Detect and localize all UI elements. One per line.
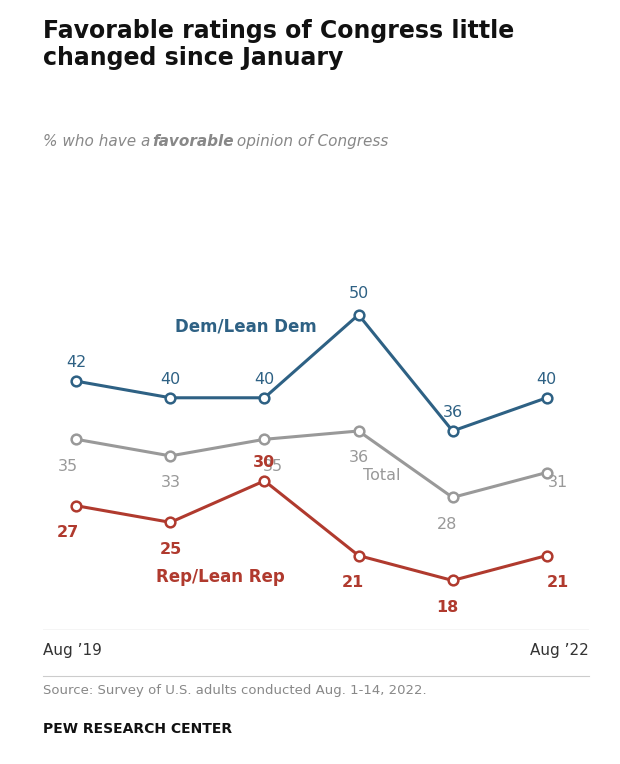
Text: Dem/Lean Dem: Dem/Lean Dem bbox=[175, 318, 317, 335]
Text: Rep/Lean Rep: Rep/Lean Rep bbox=[156, 568, 285, 586]
Text: % who have a: % who have a bbox=[43, 134, 156, 149]
Text: opinion of Congress: opinion of Congress bbox=[232, 134, 389, 149]
Text: favorable: favorable bbox=[152, 134, 234, 149]
Text: 40: 40 bbox=[160, 371, 180, 387]
Text: 31: 31 bbox=[547, 475, 568, 490]
Text: PEW RESEARCH CENTER: PEW RESEARCH CENTER bbox=[43, 722, 232, 736]
Text: 40: 40 bbox=[536, 371, 557, 387]
Text: 35: 35 bbox=[263, 458, 283, 474]
Text: 35: 35 bbox=[58, 458, 78, 474]
Text: 36: 36 bbox=[348, 451, 369, 465]
Text: 21: 21 bbox=[547, 575, 569, 590]
Text: Source: Survey of U.S. adults conducted Aug. 1-14, 2022.: Source: Survey of U.S. adults conducted … bbox=[43, 684, 427, 697]
Text: 33: 33 bbox=[161, 475, 180, 490]
Text: 28: 28 bbox=[437, 517, 457, 532]
Text: 50: 50 bbox=[348, 286, 369, 301]
Text: 18: 18 bbox=[436, 600, 458, 615]
Text: 40: 40 bbox=[254, 371, 275, 387]
Text: 30: 30 bbox=[254, 455, 275, 470]
Text: Total: Total bbox=[363, 468, 401, 484]
Text: 21: 21 bbox=[342, 575, 364, 590]
Text: Aug ’19: Aug ’19 bbox=[43, 643, 102, 658]
Text: Favorable ratings of Congress little
changed since January: Favorable ratings of Congress little cha… bbox=[43, 19, 515, 70]
Text: Aug ’22: Aug ’22 bbox=[530, 643, 589, 658]
Text: 36: 36 bbox=[443, 405, 463, 420]
Text: 42: 42 bbox=[66, 355, 86, 370]
Text: 25: 25 bbox=[159, 542, 182, 557]
Text: 27: 27 bbox=[57, 525, 79, 540]
